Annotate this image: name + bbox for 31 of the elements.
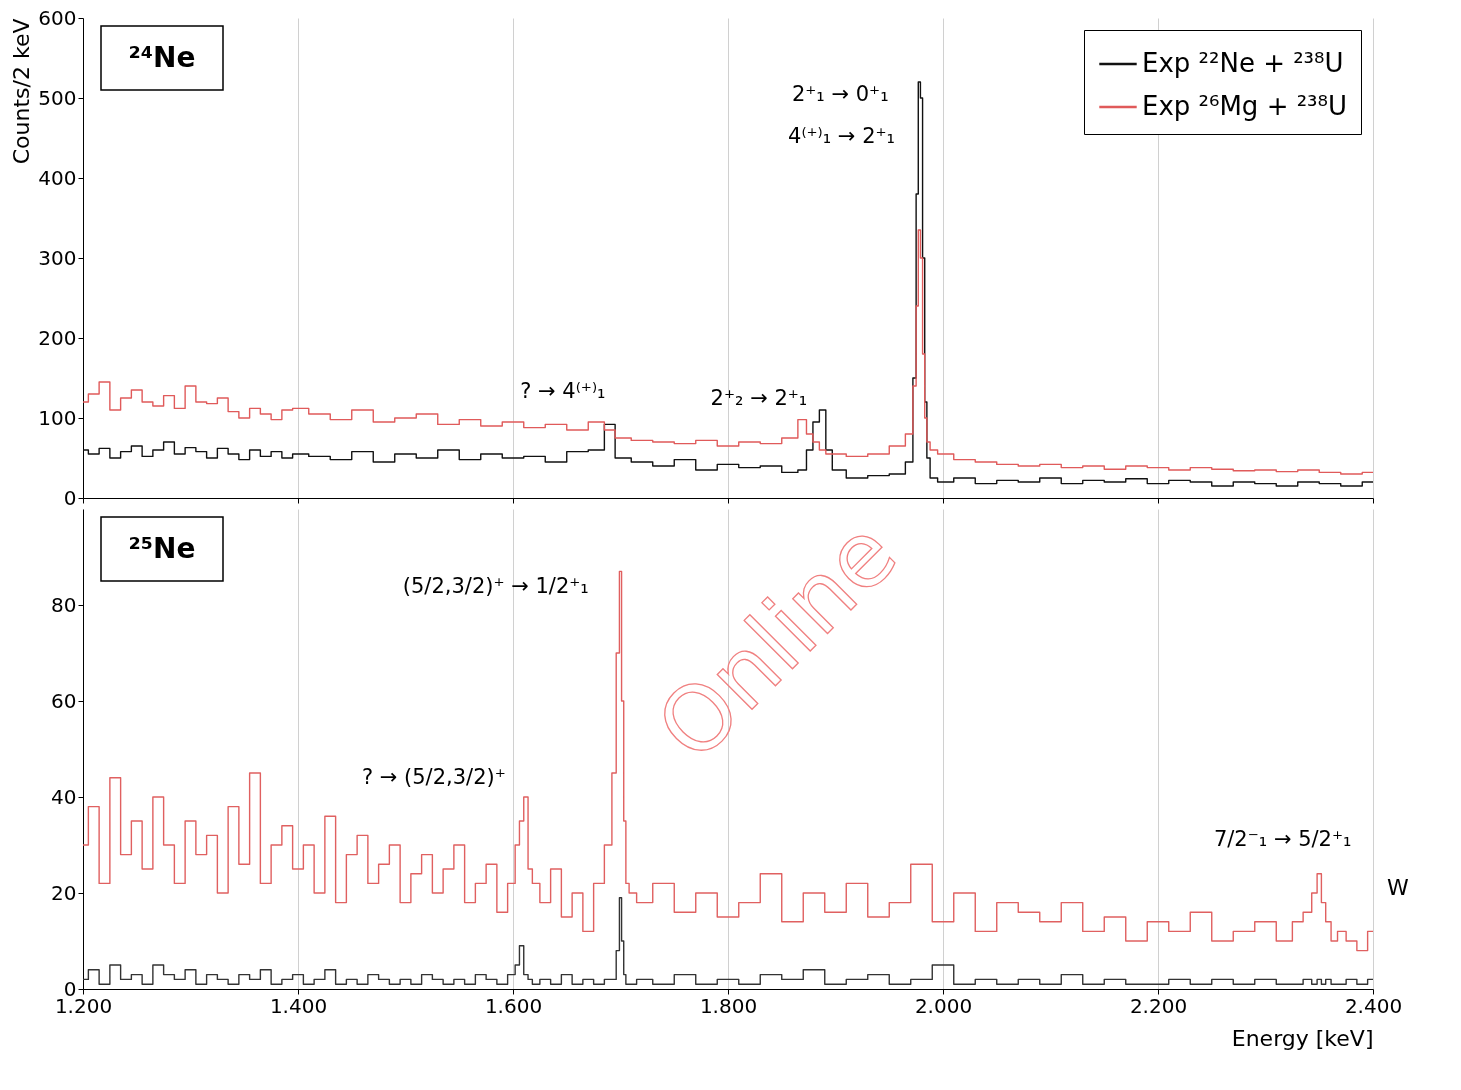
annotation: ²⁴Ne	[128, 41, 196, 74]
annotation: (5/2,3/2)⁺ → 1/2⁺₁	[402, 574, 589, 599]
y-tick-label: 600	[38, 5, 77, 30]
y-tick-label: 60	[51, 688, 77, 713]
annotation: 4⁽⁺⁾₁ → 2⁺₁	[788, 124, 896, 149]
annotation: 2⁺₂ → 2⁺₁	[710, 385, 808, 410]
y-tick-label: 200	[38, 325, 77, 350]
x-tick-label: 1.400	[269, 993, 328, 1018]
annotation: ? → (5/2,3/2)⁺	[361, 764, 506, 789]
y-tick-label: 400	[38, 165, 77, 190]
y-tick-label: 80	[51, 592, 77, 617]
x-tick-label: 1.600	[484, 993, 543, 1018]
y-tick-label: 40	[51, 784, 77, 809]
annotation: 7/2⁻₁ → 5/2⁺₁	[1213, 827, 1352, 852]
x-tick-label: 2.200	[1129, 993, 1188, 1018]
text: W	[1387, 875, 1409, 901]
x-tick-label: 1.800	[699, 993, 758, 1018]
annotation: 2⁺₁ → 0⁺₁	[791, 81, 889, 106]
annotation: ²⁵Ne	[128, 532, 196, 565]
y-axis-title: Counts/2 keV	[9, 18, 35, 165]
x-tick-label: 2.000	[914, 993, 973, 1018]
y-tick-label: 500	[38, 85, 77, 110]
x-axis-title: Energy [keV]	[1231, 1025, 1374, 1051]
annotation: ? → 4⁽⁺⁾₁	[520, 379, 606, 404]
y-tick-label: 300	[38, 245, 77, 270]
legend-label: Exp ²²Ne + ²³⁸U	[1142, 48, 1344, 78]
legend-label: Exp ²⁶Mg + ²³⁸U	[1142, 91, 1347, 121]
y-tick-label: 100	[38, 405, 77, 430]
y-tick-label: 20	[51, 880, 77, 905]
y-tick-label: 0	[63, 485, 77, 510]
x-tick-label: 2.400	[1344, 993, 1403, 1018]
